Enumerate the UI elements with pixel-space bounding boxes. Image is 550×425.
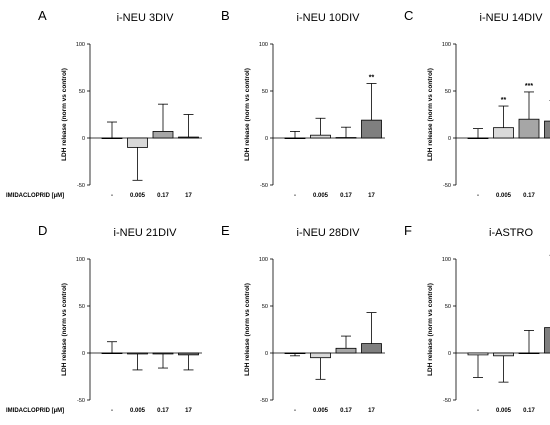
x-tick-label: 0.005 bbox=[130, 193, 146, 199]
x-tick-label: 17 bbox=[185, 193, 192, 199]
y-tick-label: -50 bbox=[260, 183, 268, 189]
x-tick-label: 0.17 bbox=[157, 408, 169, 414]
y-tick-label: -50 bbox=[77, 398, 85, 404]
y-tick-label: 0 bbox=[448, 136, 451, 142]
y-tick-label: 100 bbox=[442, 42, 451, 48]
x-tick-label: 0.17 bbox=[340, 408, 352, 414]
x-tick-label: 0.005 bbox=[130, 408, 146, 414]
x-axis-title: IMIDACLOPRID [µM] bbox=[6, 408, 64, 414]
bar bbox=[493, 352, 514, 357]
chart-title: i-NEU 21DIV bbox=[114, 227, 178, 239]
bar bbox=[467, 352, 489, 356]
bar bbox=[127, 137, 148, 148]
y-tick-label: 50 bbox=[445, 304, 451, 310]
y-tick-label: 50 bbox=[445, 89, 451, 95]
bar bbox=[544, 327, 550, 354]
bar bbox=[335, 137, 357, 139]
bar bbox=[467, 137, 489, 140]
x-tick-label: - bbox=[111, 408, 113, 414]
x-tick-label: - bbox=[477, 193, 479, 199]
bar bbox=[544, 120, 550, 139]
chart-title: i-NEU 10DIV bbox=[297, 12, 361, 24]
y-tick-label: 100 bbox=[76, 42, 85, 48]
y-tick-label: 100 bbox=[442, 257, 451, 263]
significance-marker: ** bbox=[501, 97, 507, 104]
y-tick-label: 0 bbox=[448, 351, 451, 357]
x-tick-label: 0.005 bbox=[313, 408, 329, 414]
y-tick-label: -50 bbox=[443, 398, 451, 404]
bar bbox=[178, 352, 199, 356]
chart-title: i-ASTRO bbox=[489, 227, 533, 239]
bar bbox=[518, 118, 540, 139]
chart-title: i-NEU 14DIV bbox=[480, 12, 544, 24]
bar bbox=[152, 131, 174, 139]
bar bbox=[361, 343, 382, 354]
bar bbox=[493, 127, 514, 139]
bar bbox=[127, 352, 148, 355]
y-axis-title: LDH release (norm vs control) bbox=[61, 68, 68, 161]
chart-title: i-NEU 28DIV bbox=[297, 227, 361, 239]
y-tick-label: 50 bbox=[262, 89, 268, 95]
panel-letter: F bbox=[404, 223, 412, 238]
bar bbox=[101, 352, 123, 355]
y-tick-label: 100 bbox=[76, 257, 85, 263]
x-tick-label: - bbox=[294, 408, 296, 414]
panel-letter: C bbox=[404, 8, 413, 23]
x-axis-title: IMIDACLOPRID [µM] bbox=[6, 193, 64, 199]
significance-marker: *** bbox=[525, 83, 533, 90]
x-tick-label: 0.17 bbox=[157, 193, 169, 199]
y-tick-label: 0 bbox=[265, 351, 268, 357]
x-tick-label: 0.17 bbox=[523, 193, 535, 199]
y-axis-title: LDH release (norm vs control) bbox=[244, 68, 251, 161]
y-axis-title: LDH release (norm vs control) bbox=[61, 283, 68, 376]
panel-letter: D bbox=[38, 223, 47, 238]
significance-marker: ** bbox=[369, 74, 375, 81]
x-tick-label: 17 bbox=[368, 408, 375, 414]
panel-letter: A bbox=[38, 8, 47, 23]
bar bbox=[152, 352, 174, 355]
x-tick-label: 0.005 bbox=[496, 193, 512, 199]
y-axis-title: LDH release (norm vs control) bbox=[427, 283, 434, 376]
y-tick-label: 0 bbox=[265, 136, 268, 142]
y-tick-label: 50 bbox=[79, 304, 85, 310]
x-tick-label: 0.005 bbox=[313, 193, 329, 199]
bar bbox=[284, 137, 306, 140]
x-tick-label: - bbox=[477, 408, 479, 414]
bar bbox=[310, 352, 331, 359]
y-tick-label: 0 bbox=[82, 351, 85, 357]
x-tick-label: 0.005 bbox=[496, 408, 512, 414]
bar bbox=[310, 134, 331, 139]
panel-letter: B bbox=[221, 8, 230, 23]
chart-title: i-NEU 3DIV bbox=[117, 12, 175, 24]
x-tick-label: 0.17 bbox=[340, 193, 352, 199]
y-tick-label: 0 bbox=[82, 136, 85, 142]
bar bbox=[101, 137, 123, 140]
x-tick-label: - bbox=[294, 193, 296, 199]
x-tick-label: 0.17 bbox=[523, 408, 535, 414]
y-tick-label: -50 bbox=[77, 183, 85, 189]
y-tick-label: 100 bbox=[259, 42, 268, 48]
bar bbox=[335, 347, 357, 354]
y-tick-label: 50 bbox=[79, 89, 85, 95]
x-tick-label: 17 bbox=[185, 408, 192, 414]
y-axis-title: LDH release (norm vs control) bbox=[244, 283, 251, 376]
panel-letter: E bbox=[221, 223, 230, 238]
y-tick-label: 50 bbox=[262, 304, 268, 310]
bar bbox=[518, 352, 540, 355]
y-axis-title: LDH release (norm vs control) bbox=[427, 68, 434, 161]
x-tick-label: - bbox=[111, 193, 113, 199]
bar bbox=[361, 119, 382, 139]
y-tick-label: -50 bbox=[260, 398, 268, 404]
x-tick-label: 17 bbox=[368, 193, 375, 199]
y-tick-label: 100 bbox=[259, 257, 268, 263]
y-tick-label: -50 bbox=[443, 183, 451, 189]
bar bbox=[178, 136, 199, 139]
